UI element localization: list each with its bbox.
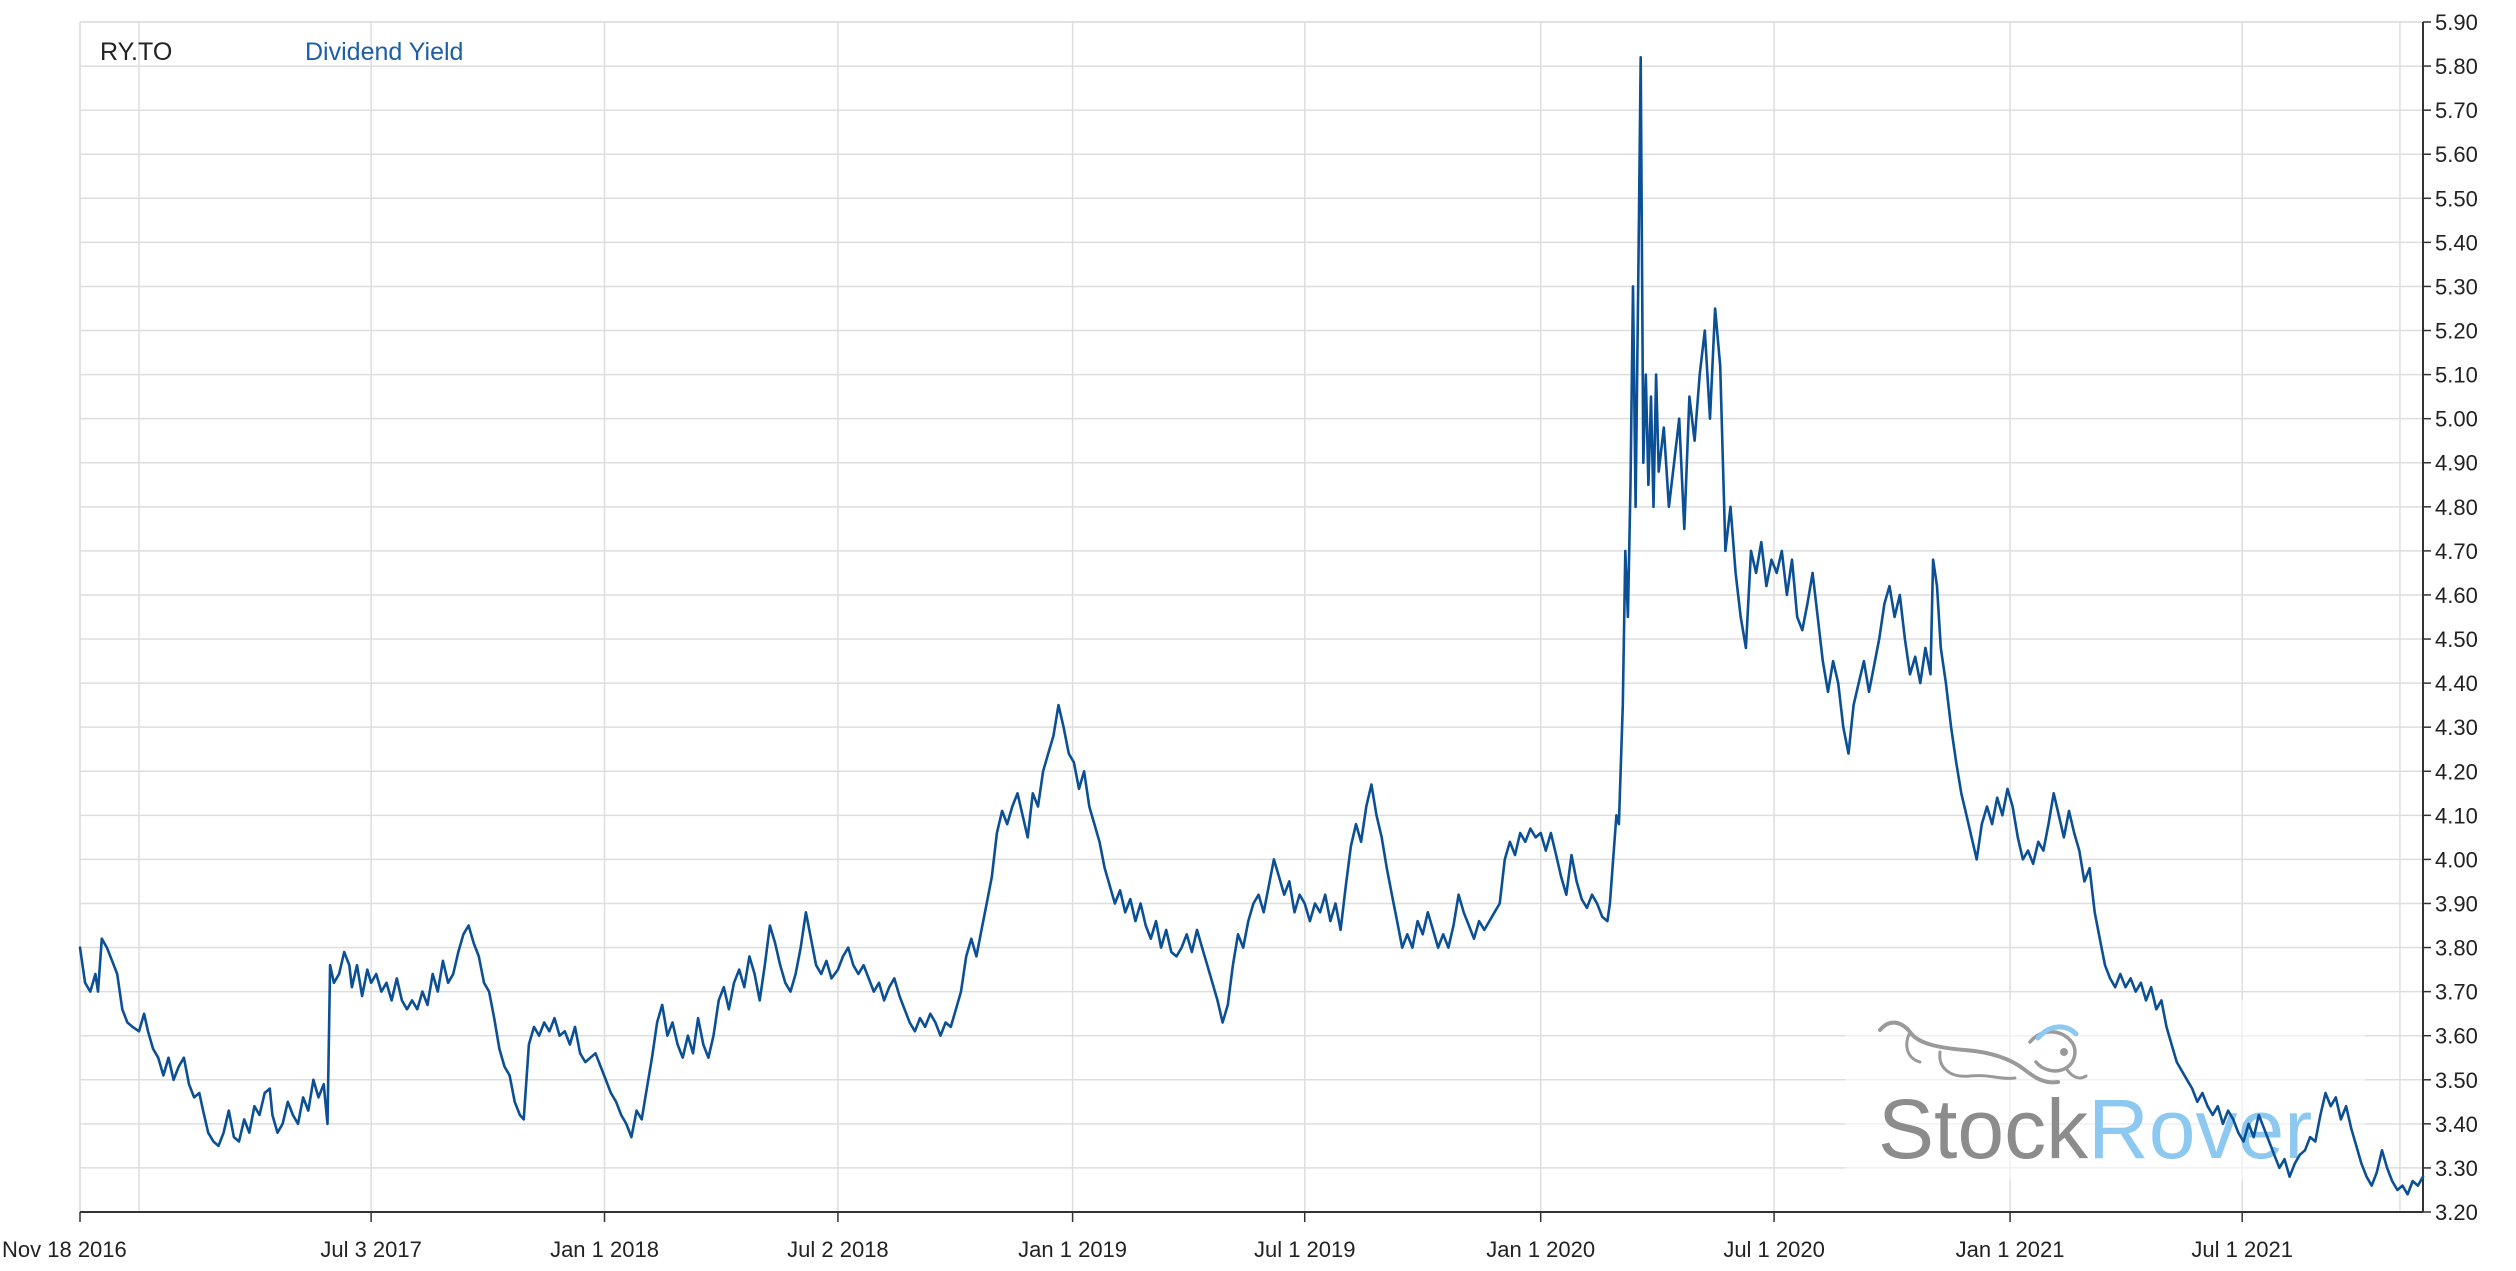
x-tick-label: Nov 18 2016: [2, 1237, 127, 1262]
x-tick-label: Jul 2 2018: [787, 1237, 889, 1262]
y-tick-label: 5.00: [2435, 407, 2478, 432]
x-tick-label: Jan 1 2021: [1956, 1237, 2065, 1262]
ticker-label: RY.TO: [100, 38, 172, 66]
y-tick-label: 4.40: [2435, 671, 2478, 696]
watermark-text-stock: Stock: [1878, 1082, 2089, 1176]
dividend-yield-line: [78, 55, 2425, 1196]
y-tick-label: 5.90: [2435, 10, 2478, 35]
y-tick-label: 3.70: [2435, 980, 2478, 1005]
y-tick-label: 3.50: [2435, 1068, 2478, 1093]
y-tick-label: 3.90: [2435, 891, 2478, 916]
x-tick-label: Jul 1 2020: [1723, 1237, 1825, 1262]
y-tick-label: 5.10: [2435, 363, 2478, 388]
y-tick-label: 5.20: [2435, 319, 2478, 344]
y-tick-label: 5.80: [2435, 54, 2478, 79]
y-tick-label: 4.20: [2435, 759, 2478, 784]
x-tick-label: Jul 1 2021: [2191, 1237, 2293, 1262]
y-tick-label: 5.40: [2435, 230, 2478, 255]
y-tick-label: 4.80: [2435, 495, 2478, 520]
y-tick-label: 5.70: [2435, 98, 2478, 123]
y-tick-label: 4.30: [2435, 715, 2478, 740]
y-tick-label: 4.50: [2435, 627, 2478, 652]
dog-detective-icon: [1878, 1020, 2088, 1085]
x-tick-label: Jul 1 2019: [1254, 1237, 1356, 1262]
y-tick-label: 3.80: [2435, 936, 2478, 961]
watermark-backdrop: [1845, 1000, 2365, 1180]
grid-lines: [79, 21, 2423, 1213]
plot-frame: [79, 21, 2424, 1213]
metric-label: Dividend Yield: [305, 38, 463, 66]
series-layer: [78, 55, 2425, 1196]
y-tick-label: 3.30: [2435, 1156, 2478, 1181]
y-tick-label: 5.60: [2435, 142, 2478, 167]
y-tick-label: 4.60: [2435, 583, 2478, 608]
y-tick-label: 3.60: [2435, 1024, 2478, 1049]
y-tick-label: 5.50: [2435, 186, 2478, 211]
x-axis-ticks: Nov 18 2016 Jul 3 2017 Jan 1 2018 Jul 2 201…: [2, 1212, 2293, 1262]
stockrover-watermark: StockRover: [1845, 1000, 2365, 1180]
x-tick-label: Jan 1 2018: [550, 1237, 659, 1262]
x-tick-label: Jan 1 2019: [1018, 1237, 1127, 1262]
y-tick-label: 4.90: [2435, 451, 2478, 476]
y-tick-label: 4.10: [2435, 803, 2478, 828]
y-tick-label: 5.30: [2435, 274, 2478, 299]
x-tick-label: Jul 3 2017: [320, 1237, 422, 1262]
x-tick-label: Jan 1 2020: [1486, 1237, 1595, 1262]
y-tick-label: 3.40: [2435, 1112, 2478, 1137]
y-tick-label: 4.00: [2435, 847, 2478, 872]
y-axis-ticks: 3.20 3.30 3.40 3.50 3.60 3.70 3.80 3.90 4.00 4.10…: [2423, 10, 2478, 1225]
y-tick-label: 3.20: [2435, 1200, 2478, 1225]
y-tick-label: 4.70: [2435, 539, 2478, 564]
